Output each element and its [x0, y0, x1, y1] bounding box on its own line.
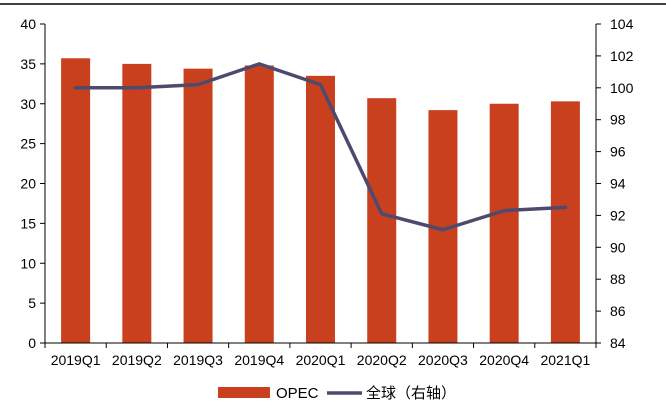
right-tick-label: 88: [610, 271, 626, 287]
x-tick-label: 2020Q4: [479, 352, 529, 368]
bar-opec-2019Q3: [183, 68, 213, 343]
legend-swatch-opec: [218, 387, 270, 398]
left-tick-label: 10: [20, 255, 36, 271]
bar-opec-2019Q4: [244, 65, 274, 343]
left-tick-label: 35: [20, 56, 36, 72]
right-tick-label: 96: [610, 144, 626, 160]
right-tick-label: 90: [610, 239, 626, 255]
bar-opec-2019Q1: [61, 58, 91, 343]
right-tick-label: 86: [610, 303, 626, 319]
x-tick-labels: 2019Q1 2019Q2 2019Q3 2019Q4 2020Q1 2020Q2 2020…: [51, 352, 591, 368]
left-tick-label: 5: [28, 295, 36, 311]
left-tick-label: 40: [20, 16, 36, 32]
bar-opec-2020Q4: [489, 103, 519, 343]
left-tick-label: 30: [20, 96, 36, 112]
x-tick-label: 2020Q2: [357, 352, 407, 368]
right-tick-label: 102: [610, 48, 634, 64]
bar-opec-2019Q2: [122, 63, 152, 343]
x-tick-label: 2019Q1: [51, 352, 101, 368]
bar-opec-2020Q1: [306, 75, 335, 344]
left-tick-label: 20: [20, 176, 36, 192]
x-tick-label: 2021Q1: [540, 352, 590, 368]
axes-group: 0 5 10 15 20 25 30 35 40 84 86 88 90 92 94 96 98 100 102 10…: [20, 16, 633, 351]
x-tick-label: 2020Q1: [296, 352, 346, 368]
line-global-right-axis: [73, 62, 568, 232]
bar-opec-2021Q1: [550, 101, 580, 343]
left-tick-label: 15: [20, 215, 36, 231]
legend: OPEC 全球（右轴）: [218, 384, 456, 402]
right-tick-label: 94: [610, 176, 626, 192]
x-tick-label: 2019Q3: [173, 352, 223, 368]
legend-label-global: 全球（右轴）: [366, 384, 456, 402]
bar-opec-2020Q2: [367, 98, 397, 343]
left-tick-label: 25: [20, 136, 36, 152]
x-tick-label: 2020Q3: [418, 352, 468, 368]
right-tick-label: 98: [610, 112, 626, 128]
legend-label-opec: OPEC: [276, 385, 319, 402]
right-tick-label: 100: [610, 80, 634, 96]
line-series-group: [73, 62, 568, 232]
left-tick-label: 0: [28, 335, 36, 351]
right-tick-label: 84: [610, 335, 626, 351]
bars-group: [61, 58, 580, 344]
x-tick-label: 2019Q2: [112, 352, 162, 368]
right-tick-label: 92: [610, 207, 626, 223]
x-tick-label: 2019Q4: [234, 352, 284, 368]
right-tick-label: 104: [610, 16, 634, 32]
